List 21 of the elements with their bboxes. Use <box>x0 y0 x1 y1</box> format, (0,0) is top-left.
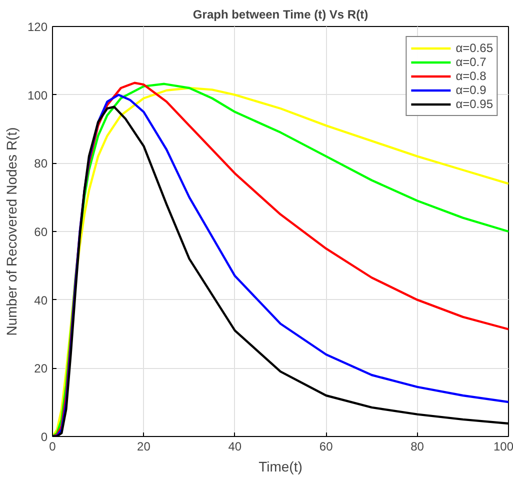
y-tick-label: 80 <box>34 156 48 171</box>
legend-label: α=0.7 <box>456 55 486 69</box>
legend-label: α=0.9 <box>456 83 486 97</box>
y-tick-label: 0 <box>40 430 48 444</box>
x-tick-label: 80 <box>410 440 424 454</box>
y-axis-title: Number of Recovered Nodes R(t) <box>3 127 20 336</box>
y-tick-label: 100 <box>27 88 48 102</box>
x-tick-label: 20 <box>137 440 151 454</box>
legend-label: α=0.65 <box>456 41 493 55</box>
x-tick-label: 60 <box>319 440 334 454</box>
y-tick-label: 60 <box>34 225 48 239</box>
legend-label: α=0.95 <box>456 97 493 111</box>
x-tick-label: 0 <box>49 440 56 454</box>
y-tick-label: 20 <box>34 362 48 376</box>
y-tick-label: 40 <box>34 293 48 308</box>
y-tick-label: 120 <box>27 20 48 34</box>
legend-label: α=0.8 <box>456 69 486 83</box>
x-tick-label: 40 <box>228 440 242 454</box>
chart-title: Graph between Time (t) Vs R(t) <box>192 8 368 22</box>
x-tick-label: 100 <box>493 440 513 454</box>
x-axis-title: Time(t) <box>258 458 302 474</box>
